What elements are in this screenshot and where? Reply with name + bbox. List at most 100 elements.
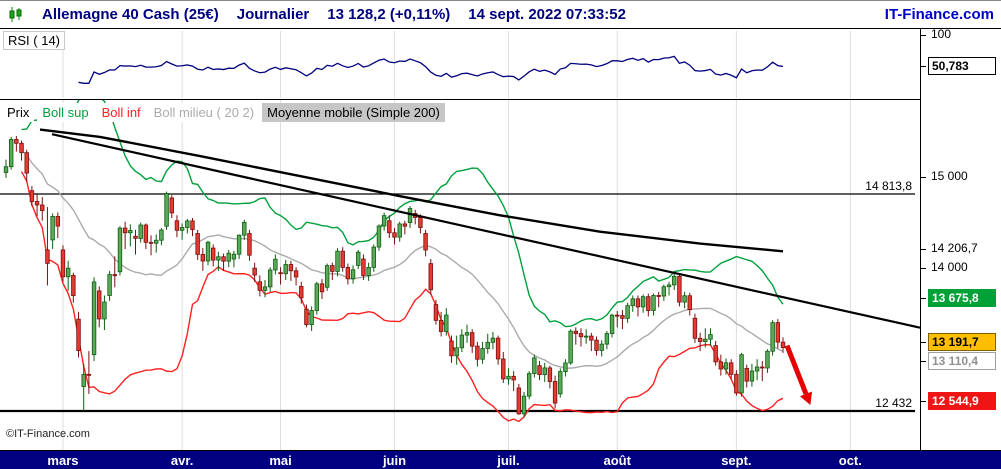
candle-body: [734, 373, 739, 394]
candle-body: [729, 362, 734, 375]
legend-boll-inf[interactable]: Boll inf: [96, 103, 146, 122]
legend-boll-sup[interactable]: Boll sup: [37, 103, 94, 122]
candle-body: [640, 296, 646, 308]
quote-datetime: 14 sept. 2022 07:33:52: [468, 6, 626, 23]
candle-body: [620, 315, 625, 319]
candle-body: [599, 343, 604, 351]
rsi-indicator-label[interactable]: RSI ( 14): [3, 31, 66, 50]
price-axis[interactable]: 100 50,783 15 000 14 206,7 14 000 13 675,8 13 …: [920, 27, 1001, 450]
candle-body: [324, 265, 330, 288]
candle-body: [221, 256, 226, 262]
candle-body: [179, 227, 185, 231]
month-label: avr.: [170, 453, 194, 468]
candle-body: [148, 241, 154, 244]
candle-body: [609, 314, 615, 334]
legend-prix[interactable]: Prix: [2, 103, 35, 122]
candle-body: [154, 239, 159, 244]
candle-body: [511, 375, 516, 381]
candle-body: [661, 286, 667, 297]
candle-body: [770, 322, 775, 352]
candle-body: [490, 337, 496, 343]
candlestick-icon: [7, 6, 24, 23]
candle-body: [3, 166, 9, 173]
candle-body: [257, 281, 263, 291]
candle-body: [314, 283, 319, 311]
axis-tick: [921, 249, 926, 251]
axis-tick: [921, 177, 926, 178]
down-arrow-head: [799, 391, 813, 406]
candle-body: [210, 247, 216, 261]
candle-body: [558, 371, 563, 395]
candle-body: [216, 256, 221, 261]
candle-body: [60, 249, 66, 278]
bollinger-upper-line: [21, 100, 784, 328]
candle-body: [174, 220, 180, 231]
candle-body: [340, 250, 345, 268]
candle-body: [739, 354, 744, 394]
trendline: [51, 133, 921, 329]
candle-body: [19, 142, 24, 154]
candle-body: [760, 366, 765, 369]
candle-body: [687, 295, 692, 311]
candle-body: [651, 295, 656, 311]
month-label: oct.: [838, 453, 862, 468]
candle-body: [765, 350, 770, 369]
candle-body: [682, 295, 687, 303]
candle-body: [573, 330, 578, 334]
candle-body: [475, 345, 480, 360]
candle-body: [775, 322, 781, 343]
axis-label: 50,783: [928, 56, 996, 75]
candle-body: [242, 221, 247, 236]
rsi-chart[interactable]: [0, 29, 921, 100]
candle-body: [226, 252, 231, 262]
legend-boll-mid[interactable]: Boll milieu ( 20 2): [148, 103, 260, 122]
candle-body: [14, 139, 19, 144]
candle-body: [345, 266, 351, 280]
candle-body: [630, 298, 635, 307]
axis-tick: [921, 65, 926, 67]
price-panel: 14 813,8 12 432 Prix Boll sup Boll inf Bo…: [0, 100, 921, 450]
legend-ma200[interactable]: Moyenne mobile (Simple 200): [262, 103, 445, 122]
axis-label: 14 000: [931, 260, 968, 275]
instrument-title: Allemagne 40 Cash (25€): [42, 6, 219, 23]
candle-body: [646, 296, 651, 311]
candle-body: [205, 241, 211, 262]
candle-body: [29, 190, 35, 202]
candle-body: [200, 253, 206, 262]
price-chart[interactable]: 14 813,8 12 432: [0, 100, 921, 450]
candle-body: [102, 301, 107, 320]
axis-label: 13 110,4: [928, 351, 996, 370]
candle-body: [516, 387, 522, 415]
candle-body: [138, 224, 143, 239]
candle-body: [780, 341, 786, 348]
month-label: mai: [269, 453, 292, 468]
candle-body: [387, 220, 392, 234]
brand-link[interactable]: IT-Finance.com: [884, 6, 994, 23]
candle-body: [371, 246, 376, 268]
candle-body: [433, 304, 439, 321]
candle-body: [304, 308, 309, 326]
candle-body: [278, 272, 283, 275]
candle-body: [91, 281, 97, 356]
candle-body: [231, 253, 237, 260]
time-axis[interactable]: mars avr. mai juin juil. août sept. oct.: [0, 450, 1001, 469]
rsi-panel: RSI ( 14): [0, 29, 921, 100]
candle-body: [40, 204, 45, 212]
candle-body: [526, 373, 532, 397]
candle-body: [122, 227, 128, 234]
level-label: 14 813,8: [865, 179, 912, 193]
panel-divider: [0, 99, 921, 100]
candle-body: [521, 395, 527, 415]
candle-body: [309, 310, 314, 326]
header: Allemagne 40 Cash (25€) Journalier 13 12…: [0, 1, 1001, 29]
candle-body: [71, 275, 76, 297]
timeframe-label[interactable]: Journalier: [236, 6, 310, 23]
candle-body: [335, 250, 340, 272]
candle-body: [428, 263, 433, 291]
candle-body: [677, 275, 682, 303]
candle-body: [749, 370, 755, 382]
candle-body: [708, 334, 713, 340]
candle-body: [469, 332, 475, 347]
candle-body: [164, 193, 169, 227]
candle-body: [635, 298, 641, 308]
